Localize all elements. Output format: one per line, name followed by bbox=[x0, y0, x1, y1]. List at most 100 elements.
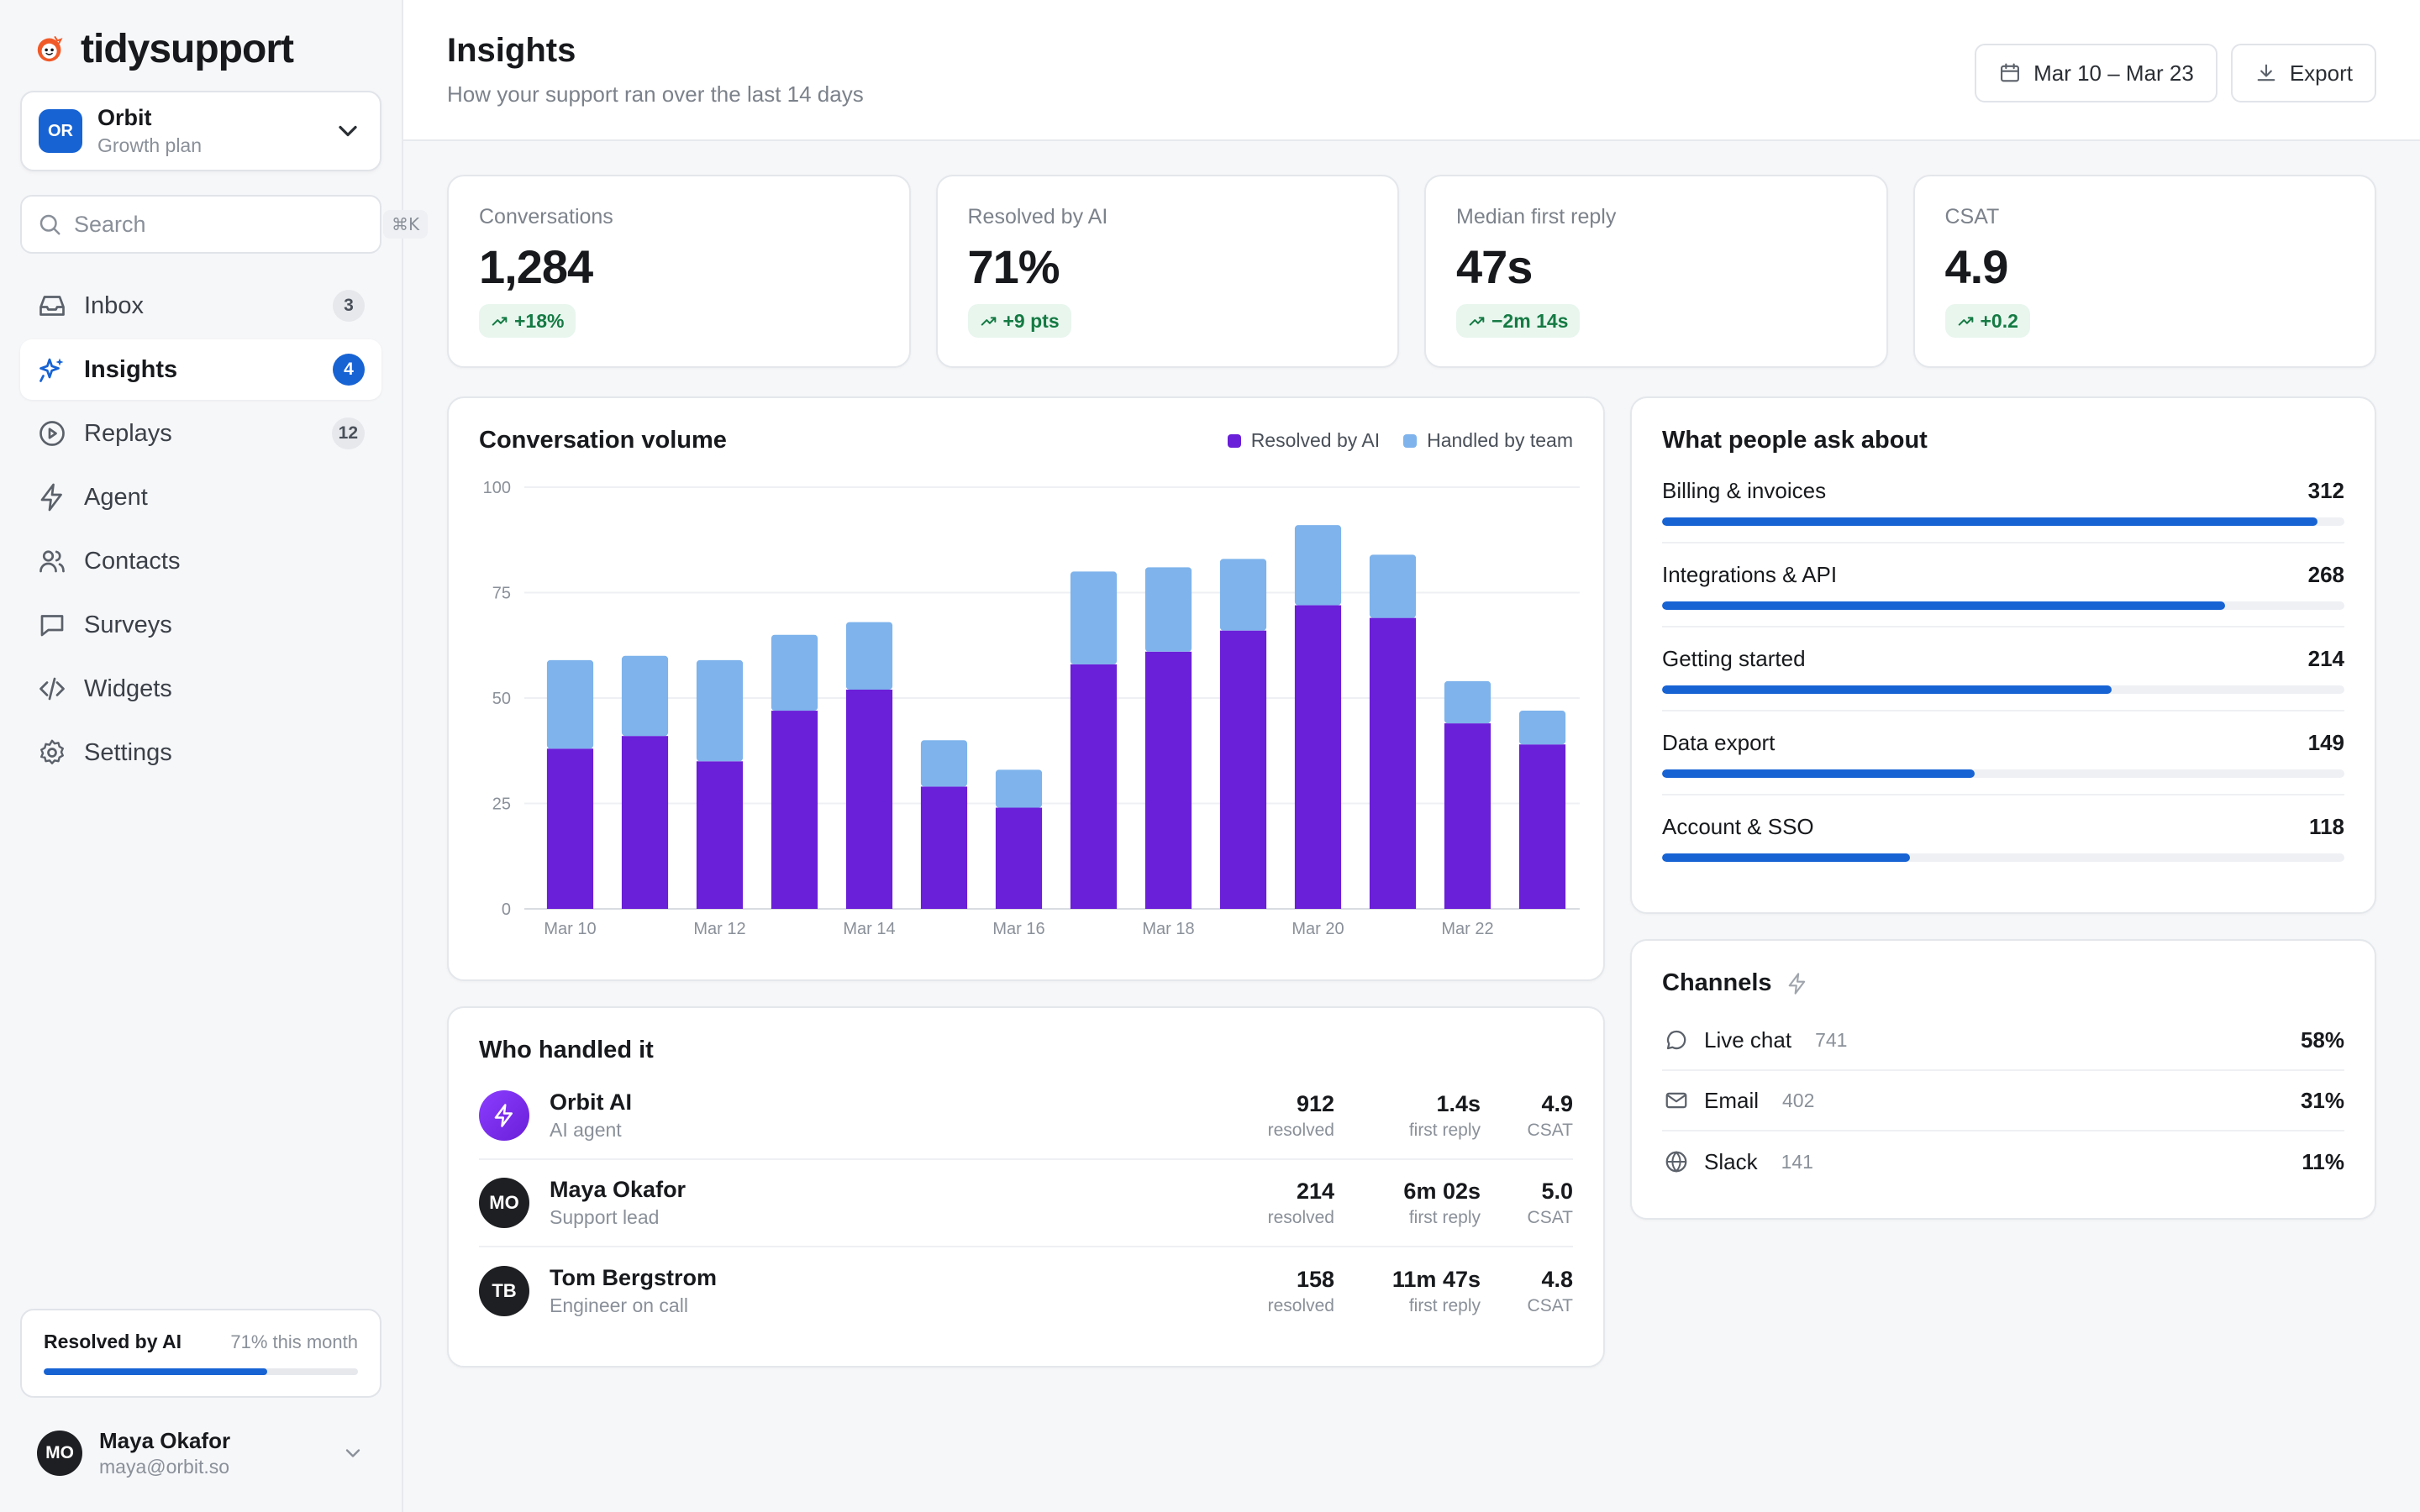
bar-resolved-by-ai[interactable] bbox=[845, 689, 893, 909]
user-menu[interactable]: MO Maya Okafor maya@orbit.so bbox=[20, 1420, 381, 1487]
bar-handled-by-team[interactable] bbox=[546, 659, 594, 749]
stat-label: Conversations bbox=[479, 205, 613, 228]
channel-count: 402 bbox=[1782, 1089, 1815, 1111]
bar-handled-by-team[interactable] bbox=[1219, 559, 1267, 631]
x-tick-label: Mar 20 bbox=[1292, 920, 1344, 938]
bar-resolved-by-ai[interactable] bbox=[920, 786, 968, 909]
sidebar-item-label: Insights bbox=[84, 355, 178, 383]
users-icon bbox=[37, 546, 67, 576]
workspace-plan: Growth plan bbox=[97, 134, 203, 156]
globe-icon bbox=[1662, 1147, 1691, 1177]
table-row[interactable]: TB Tom Bergstrom Engineer on call 158 res… bbox=[479, 1247, 1573, 1335]
legend-item-ai: Resolved by AI bbox=[1227, 429, 1380, 452]
bar-resolved-by-ai[interactable] bbox=[1518, 744, 1566, 909]
bar-handled-by-team[interactable] bbox=[1518, 711, 1566, 745]
ai-resolution-card: Resolved by AI 71% this month bbox=[20, 1309, 381, 1398]
stat-value: 1,284 bbox=[479, 240, 593, 293]
date-range-button[interactable]: Mar 10 – Mar 23 bbox=[1975, 44, 2217, 102]
list-item[interactable]: Data export 149 bbox=[1662, 711, 2344, 795]
topic-bar-fill bbox=[1662, 601, 2225, 610]
chevron-down-icon bbox=[341, 1441, 365, 1465]
count-badge: 12 bbox=[331, 417, 365, 449]
ai-card-title: Resolved by AI bbox=[44, 1331, 182, 1352]
topic-count: 268 bbox=[2307, 562, 2344, 587]
avatar: TB bbox=[479, 1266, 529, 1316]
bar-handled-by-team[interactable] bbox=[995, 769, 1043, 808]
bar-handled-by-team[interactable] bbox=[1444, 680, 1491, 724]
handler-name: Maya Okafor bbox=[550, 1177, 687, 1202]
bar-handled-by-team[interactable] bbox=[845, 622, 893, 690]
bar-handled-by-team[interactable] bbox=[920, 740, 968, 787]
stat-delta-badge: −2m 14s bbox=[1456, 304, 1581, 338]
bar-resolved-by-ai[interactable] bbox=[1369, 617, 1417, 909]
search-input[interactable] bbox=[74, 211, 371, 238]
sidebar-item-agent[interactable]: Agent bbox=[20, 467, 381, 528]
workspace-switcher[interactable]: OR Orbit Growth plan bbox=[20, 91, 381, 171]
bar-handled-by-team[interactable] bbox=[1294, 525, 1342, 606]
sidebar-item-insights[interactable]: Insights 4 bbox=[20, 339, 381, 400]
bar-resolved-by-ai[interactable] bbox=[1144, 651, 1192, 909]
topic-bar-fill bbox=[1662, 517, 2317, 526]
legend-swatch-ai bbox=[1227, 433, 1241, 448]
topic-bar-fill bbox=[1662, 685, 2112, 694]
sidebar-item-contacts[interactable]: Contacts bbox=[20, 531, 381, 591]
export-button[interactable]: Export bbox=[2230, 44, 2376, 102]
handler-name: Orbit AI bbox=[550, 1089, 632, 1115]
bar-resolved-by-ai[interactable] bbox=[1070, 664, 1118, 909]
what-people-ask-card: What people ask about Billing & invoices… bbox=[1630, 396, 2376, 914]
bar-resolved-by-ai[interactable] bbox=[771, 711, 818, 909]
list-item[interactable]: Integrations & API 268 bbox=[1662, 543, 2344, 627]
card-title: Who handled it bbox=[479, 1037, 654, 1063]
bar-resolved-by-ai[interactable] bbox=[995, 807, 1043, 909]
channel-name: Live chat bbox=[1704, 1026, 1792, 1053]
topic-count: 118 bbox=[2309, 814, 2344, 839]
list-item[interactable]: Slack 141 11% bbox=[1662, 1131, 2344, 1192]
first-reply-value: 11m 47s bbox=[1392, 1266, 1481, 1292]
stat-value: 4.9 bbox=[1944, 240, 2009, 293]
topic-bar bbox=[1662, 853, 2344, 862]
topic-bar bbox=[1662, 601, 2344, 610]
bar-handled-by-team[interactable] bbox=[1144, 567, 1192, 652]
table-row[interactable]: MO Maya Okafor Support lead 214 resolved … bbox=[479, 1160, 1573, 1247]
x-tick-label: Mar 16 bbox=[992, 920, 1044, 938]
search-box[interactable]: ⌘K bbox=[20, 195, 429, 254]
channel-count: 741 bbox=[1815, 1028, 1848, 1051]
stat-card-resolved-by-ai: Resolved by AI 71% +9 pts bbox=[935, 175, 1399, 368]
sidebar-item-settings[interactable]: Settings bbox=[20, 722, 381, 783]
stat-delta-text: +9 pts bbox=[1002, 309, 1060, 332]
list-item[interactable]: Getting started 214 bbox=[1662, 627, 2344, 711]
list-item[interactable]: Account & SSO 118 bbox=[1662, 795, 2344, 879]
bar-resolved-by-ai[interactable] bbox=[696, 761, 744, 909]
list-item[interactable]: Billing & invoices 312 bbox=[1662, 459, 2344, 543]
bar-resolved-by-ai[interactable] bbox=[1444, 723, 1491, 909]
resolved-label: resolved bbox=[1267, 1295, 1334, 1315]
bar-resolved-by-ai[interactable] bbox=[1219, 630, 1267, 909]
list-item[interactable]: Email 402 31% bbox=[1662, 1071, 2344, 1131]
bar-handled-by-team[interactable] bbox=[1070, 571, 1118, 664]
stat-delta-text: −2m 14s bbox=[1491, 309, 1569, 332]
ai-card-subtitle: 71% this month bbox=[230, 1331, 358, 1352]
sidebar-item-replays[interactable]: Replays 12 bbox=[20, 403, 381, 464]
y-tick-label: 75 bbox=[492, 585, 511, 603]
y-tick-label: 0 bbox=[502, 900, 511, 919]
bar-handled-by-team[interactable] bbox=[696, 659, 744, 762]
logo[interactable]: tidysupport bbox=[20, 24, 381, 74]
sidebar-item-surveys[interactable]: Surveys bbox=[20, 595, 381, 655]
sidebar-item-inbox[interactable]: Inbox 3 bbox=[20, 276, 381, 336]
bar-resolved-by-ai[interactable] bbox=[621, 736, 669, 909]
bar-handled-by-team[interactable] bbox=[621, 655, 669, 737]
bar-handled-by-team[interactable] bbox=[1369, 554, 1417, 618]
table-row[interactable]: Orbit AI AI agent 912 resolved 1.4s first … bbox=[479, 1073, 1573, 1160]
sidebar-item-widgets[interactable]: Widgets bbox=[20, 659, 381, 719]
sparkle-icon bbox=[37, 354, 67, 385]
bar-handled-by-team[interactable] bbox=[771, 634, 818, 711]
list-item[interactable]: Live chat 741 58% bbox=[1662, 1011, 2344, 1071]
bar-resolved-by-ai[interactable] bbox=[546, 748, 594, 909]
bar-resolved-by-ai[interactable] bbox=[1294, 605, 1342, 909]
workspace-avatar: OR bbox=[39, 109, 82, 153]
trend-up-icon bbox=[492, 317, 508, 326]
trend-up-icon bbox=[1958, 317, 1973, 326]
topic-count: 149 bbox=[2307, 730, 2344, 755]
legend-item-team: Handled by team bbox=[1403, 429, 1573, 452]
topic-label: Getting started bbox=[1662, 646, 1806, 671]
